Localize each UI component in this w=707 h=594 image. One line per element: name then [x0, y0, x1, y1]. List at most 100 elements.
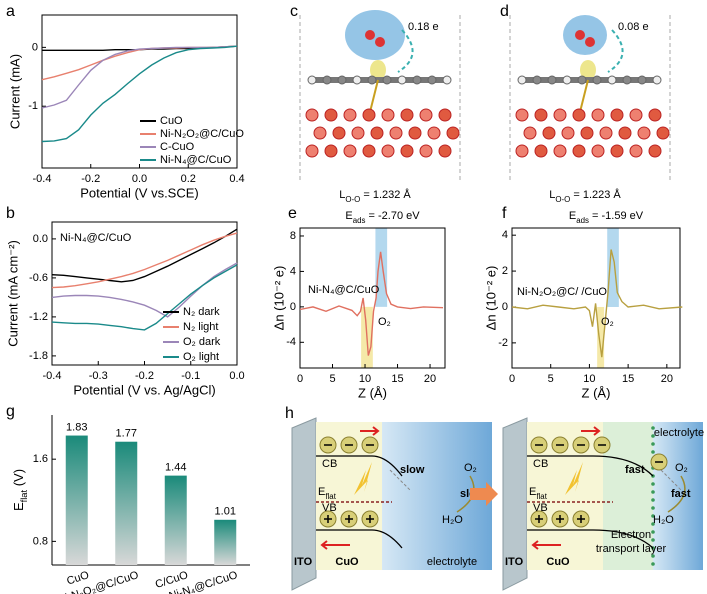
region-label: CuO [546, 556, 570, 568]
atom [397, 75, 407, 85]
y-tick-label: 0 [290, 301, 296, 313]
panel-label: b [6, 205, 15, 222]
x-tick-label: -0.3 [89, 370, 108, 382]
atom [332, 126, 346, 140]
atom [446, 126, 460, 140]
y-tick-label: 4 [502, 229, 508, 241]
text-part: flat [536, 492, 547, 501]
atom [362, 108, 376, 122]
bond [579, 79, 589, 113]
plot-frame [299, 227, 446, 369]
interface-dot [651, 426, 655, 430]
text-part: E [318, 486, 325, 498]
atom [427, 75, 437, 85]
atom [367, 75, 377, 85]
interface-dot [651, 530, 655, 534]
region-label: electrolyte [427, 556, 477, 568]
atom [572, 108, 586, 122]
interface-dot [651, 522, 655, 526]
legend-label: N₂ light [183, 321, 218, 333]
atom [637, 126, 651, 140]
legend-label: Ni-N₄@C/CuO [160, 154, 232, 166]
y-tick-label: -1.2 [29, 311, 48, 323]
atom [305, 144, 319, 158]
plus [556, 515, 564, 523]
arrow-out [360, 426, 380, 436]
plus [345, 515, 353, 523]
text-part: O-O [345, 195, 360, 204]
vb-edge [527, 529, 654, 549]
plot-frame [511, 227, 681, 369]
text-part: E [529, 486, 536, 498]
ito [291, 417, 317, 591]
atom [438, 144, 452, 158]
y-tick-label: 0 [32, 41, 38, 53]
text-part: E [569, 210, 576, 222]
bar [65, 435, 88, 565]
atom [442, 75, 452, 85]
charge-label: 0.18 e [408, 21, 439, 33]
x-axis-label: Z (Å) [358, 385, 387, 400]
electrolyte-region [653, 422, 703, 570]
panel-label: d [500, 3, 509, 20]
atom [419, 108, 433, 122]
rate-label: slow [400, 464, 425, 476]
atom [313, 126, 327, 140]
atom [307, 75, 317, 85]
bond [369, 79, 379, 113]
charge-cloud [370, 60, 386, 80]
band-label: VB [533, 502, 548, 514]
bond-length: LO-O = 1.223 Å [549, 188, 621, 204]
panel-label: e [288, 205, 297, 222]
x-tick-label: 0.2 [181, 173, 196, 185]
interface-dot [651, 482, 655, 486]
region-label: ITO [294, 556, 313, 568]
atom [343, 108, 357, 122]
value-label: 1.44 [165, 462, 186, 474]
series-line [51, 264, 238, 331]
atom [580, 126, 594, 140]
text-part: = -2.70 eV [365, 210, 420, 222]
atom [381, 108, 395, 122]
x-tick-label: 20 [424, 373, 436, 385]
x-tick-label: 15 [622, 373, 634, 385]
atom [375, 37, 385, 47]
interface-dot [651, 538, 655, 542]
text-part: = 1.232 Å [360, 188, 411, 201]
x-tick-label: 0.4 [229, 173, 244, 185]
rate-label: fast [625, 464, 645, 476]
atom [412, 75, 422, 85]
y-tick-label: -4 [286, 336, 296, 348]
y-tick-label: -2 [498, 337, 508, 349]
light-bolt [565, 462, 583, 495]
text-part: = 1.223 Å [570, 188, 621, 201]
interface-dot [651, 490, 655, 494]
interface-dot [651, 514, 655, 518]
x-tick-label: -0.4 [33, 173, 52, 185]
atom [610, 144, 624, 158]
series-line [511, 249, 683, 358]
legend-label: Ni-N₂O₂@C/CuO [160, 128, 244, 140]
x-tick-label: 20 [661, 373, 673, 385]
x-tick-label: 0.0 [229, 370, 244, 382]
atom [572, 144, 586, 158]
atom [351, 126, 365, 140]
legend-label: N₂ dark [183, 306, 220, 318]
panel-label: c [290, 3, 298, 20]
atom [515, 108, 529, 122]
atom [389, 126, 403, 140]
arrow-back [531, 540, 561, 550]
annotation: Ni-N₄@C/CuO [60, 232, 132, 244]
atom [362, 144, 376, 158]
atom [370, 126, 384, 140]
band-label: CB [322, 458, 337, 470]
oer-arrow [667, 475, 686, 513]
interface-dot [651, 450, 655, 454]
species-label: O₂ [464, 462, 477, 474]
atom [553, 144, 567, 158]
x-tick-label: -0.1 [181, 370, 200, 382]
transport-layer [603, 422, 653, 570]
y-tick-label: 1.6 [33, 453, 48, 465]
bar [164, 475, 187, 565]
atom [561, 126, 575, 140]
